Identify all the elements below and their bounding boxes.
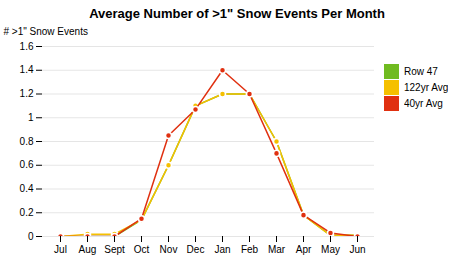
svg-text:1.4: 1.4 [20, 64, 34, 75]
html-text:40yr Avg: 40yr Avg [404, 98, 443, 109]
svg-text:Jun: Jun [349, 244, 365, 255]
svg-text:Jul: Jul [54, 244, 67, 255]
svg-text:# >1" Snow Events: # >1" Snow Events [4, 26, 88, 37]
svg-text:Feb: Feb [241, 244, 259, 255]
svg-text:Mar: Mar [268, 244, 286, 255]
svg-text:0.8: 0.8 [20, 136, 34, 147]
svg-text:0.4: 0.4 [20, 183, 34, 194]
svg-text:1: 1 [28, 112, 34, 123]
svg-text:Apr: Apr [296, 244, 312, 255]
svg-text:Sept: Sept [104, 244, 125, 255]
svg-text:0.2: 0.2 [20, 207, 34, 218]
svg-text:Aug: Aug [79, 244, 97, 255]
html-text:Row 47: Row 47 [404, 66, 438, 77]
svg-text:0.6: 0.6 [20, 159, 34, 170]
html-text:122yr Avg: 122yr Avg [404, 82, 449, 93]
svg-text:1.2: 1.2 [20, 88, 34, 99]
svg-text:Oct: Oct [134, 244, 150, 255]
svg-text:0: 0 [28, 231, 34, 242]
svg-text:Jan: Jan [214, 244, 230, 255]
svg-text:1.6: 1.6 [20, 41, 34, 52]
svg-text:Dec: Dec [187, 244, 205, 255]
html-text:Average Number of >1" Snow Eve: Average Number of >1" Snow Events Per Mo… [89, 6, 385, 21]
svg-text:May: May [321, 244, 340, 255]
svg-text:Nov: Nov [160, 244, 178, 255]
